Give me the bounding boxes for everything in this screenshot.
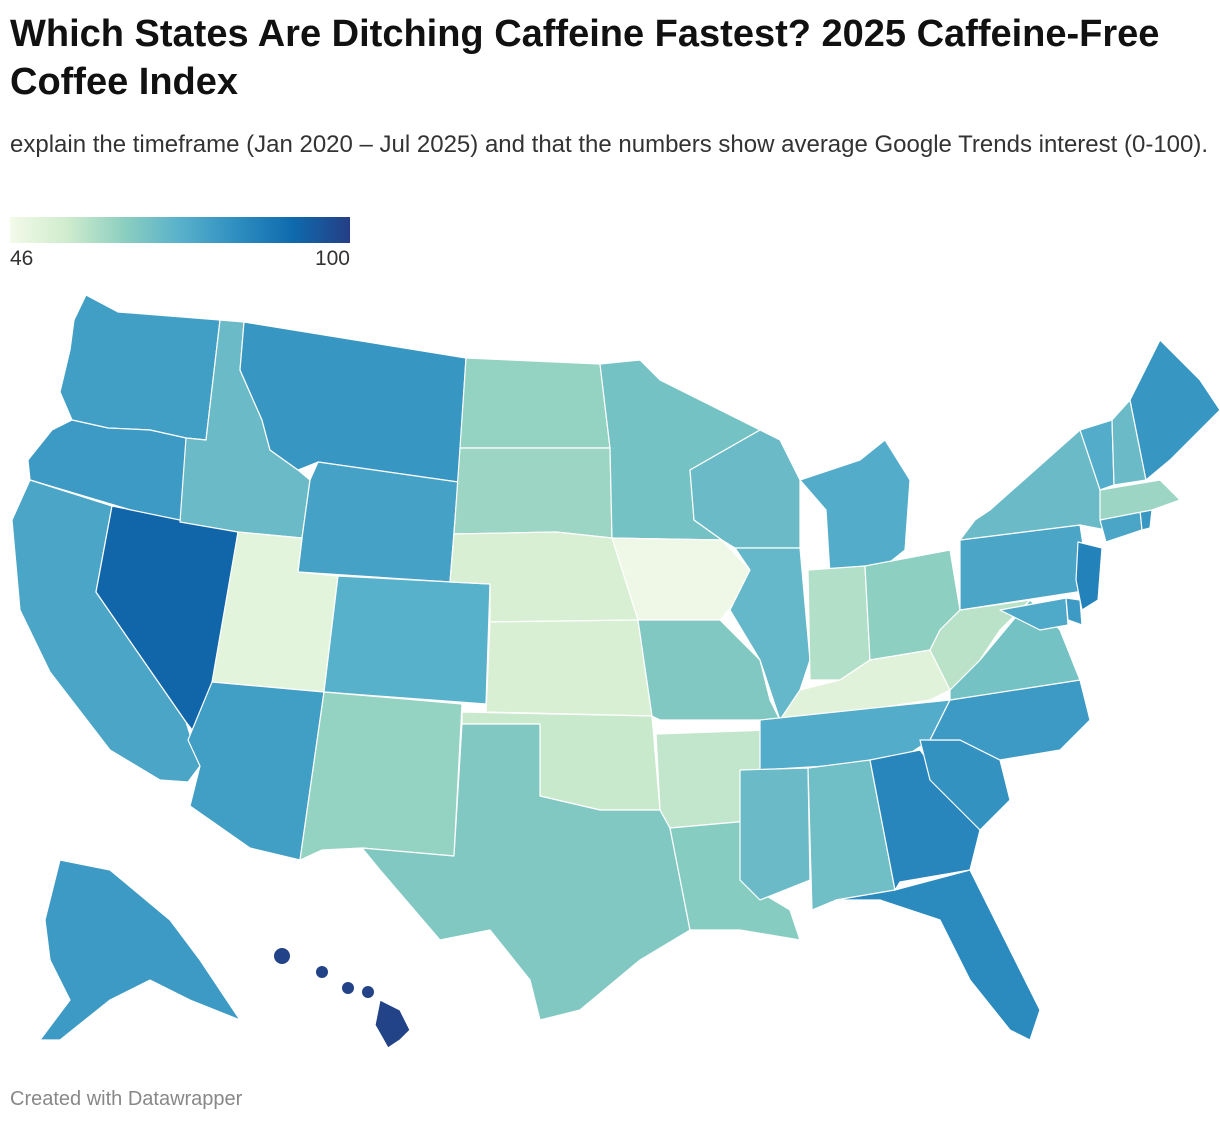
legend-gradient-bar <box>10 217 350 243</box>
state-new-mexico[interactable] <box>299 691 463 861</box>
state-missouri[interactable] <box>637 619 781 721</box>
hawaii-island-1 <box>316 966 328 978</box>
hawaii-island-0 <box>274 948 290 964</box>
chart-title: Which States Are Ditching Caffeine Faste… <box>10 13 1160 103</box>
hawaii-island-2 <box>342 982 354 994</box>
state-washington[interactable] <box>59 294 221 441</box>
state-north-dakota[interactable] <box>459 357 611 449</box>
hawaii-island-3 <box>362 986 374 998</box>
us-state-map <box>11 294 1220 1049</box>
legend-min-label: 46 <box>10 247 34 270</box>
state-maryland[interactable] <box>999 597 1069 631</box>
state-mississippi[interactable] <box>739 767 811 901</box>
state-south-dakota[interactable] <box>453 447 613 539</box>
state-rhode-island[interactable] <box>1139 509 1153 531</box>
chart-subtitle: explain the timeframe (Jan 2020 – Jul 20… <box>10 131 1209 158</box>
state-delaware[interactable] <box>1065 597 1083 626</box>
state-massachusetts[interactable] <box>1099 479 1181 521</box>
color-legend: 46 100 <box>10 217 350 272</box>
state-kansas[interactable] <box>485 619 653 717</box>
state-colorado[interactable] <box>323 575 491 705</box>
state-indiana[interactable] <box>807 565 871 681</box>
state-michigan[interactable] <box>799 439 911 576</box>
state-hawaii[interactable] <box>374 999 411 1049</box>
state-north-carolina[interactable] <box>929 679 1091 761</box>
state-alaska[interactable] <box>39 859 241 1041</box>
footer-credit: Created with Datawrapper <box>10 1088 243 1110</box>
state-maine[interactable] <box>1129 339 1220 481</box>
state-texas[interactable] <box>361 723 691 1021</box>
state-florida[interactable] <box>835 869 1041 1041</box>
state-wyoming[interactable] <box>297 461 459 583</box>
state-new-jersey[interactable] <box>1075 541 1103 611</box>
legend-max-label: 100 <box>314 247 350 270</box>
